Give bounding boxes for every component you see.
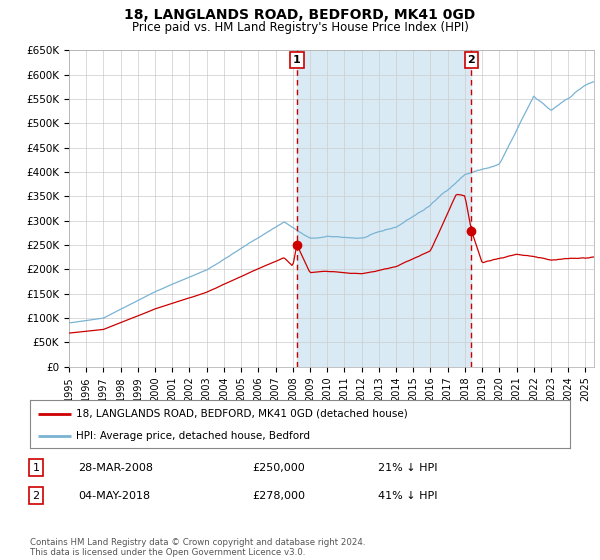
Text: 18, LANGLANDS ROAD, BEDFORD, MK41 0GD: 18, LANGLANDS ROAD, BEDFORD, MK41 0GD xyxy=(124,8,476,22)
Text: 41% ↓ HPI: 41% ↓ HPI xyxy=(378,491,437,501)
Text: 1: 1 xyxy=(293,55,301,65)
Text: 04-MAY-2018: 04-MAY-2018 xyxy=(78,491,150,501)
Text: 28-MAR-2008: 28-MAR-2008 xyxy=(78,463,153,473)
Text: 2: 2 xyxy=(32,491,40,501)
Text: Contains HM Land Registry data © Crown copyright and database right 2024.
This d: Contains HM Land Registry data © Crown c… xyxy=(30,538,365,557)
Bar xyxy=(297,50,471,367)
Text: £278,000: £278,000 xyxy=(252,491,305,501)
Text: 2: 2 xyxy=(467,55,475,65)
Text: 21% ↓ HPI: 21% ↓ HPI xyxy=(378,463,437,473)
Text: 1: 1 xyxy=(32,463,40,473)
Text: 18, LANGLANDS ROAD, BEDFORD, MK41 0GD (detached house): 18, LANGLANDS ROAD, BEDFORD, MK41 0GD (d… xyxy=(76,409,407,419)
Text: Price paid vs. HM Land Registry's House Price Index (HPI): Price paid vs. HM Land Registry's House … xyxy=(131,21,469,34)
Text: HPI: Average price, detached house, Bedford: HPI: Average price, detached house, Bedf… xyxy=(76,431,310,441)
Text: £250,000: £250,000 xyxy=(252,463,305,473)
